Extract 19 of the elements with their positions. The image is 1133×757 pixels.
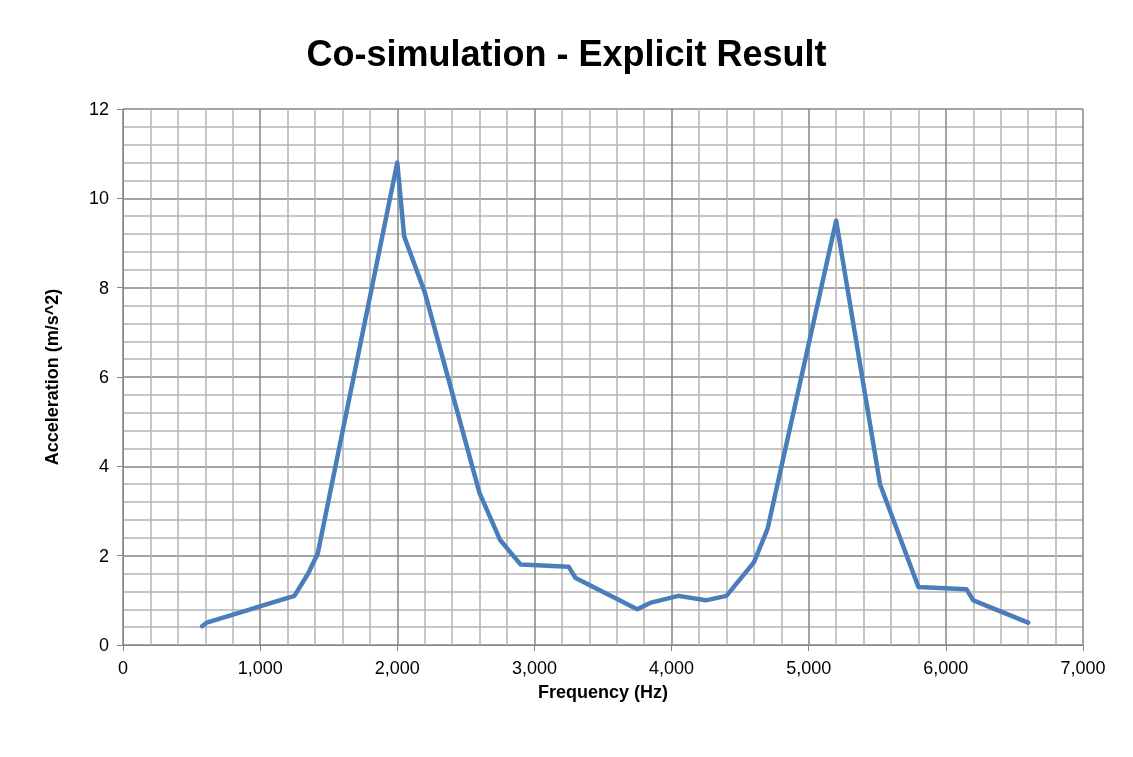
- x-tick-label: 7,000: [1060, 658, 1106, 678]
- y-axis-title: Acceleration (m/s^2): [42, 288, 62, 466]
- y-tick-label: 4: [98, 456, 109, 477]
- x-tick-label: 2,000: [374, 658, 420, 678]
- x-tick-label: 4,000: [649, 658, 695, 678]
- x-tick-label: 6,000: [923, 658, 969, 678]
- y-tick-label: 12: [88, 99, 109, 119]
- y-tick-label: 8: [98, 277, 109, 298]
- y-tick-label: 10: [88, 188, 109, 209]
- y-tick-label: 6: [98, 367, 109, 387]
- x-tick-label: 5,000: [786, 658, 832, 678]
- line-series: [199, 160, 1031, 629]
- x-tick-label: 0: [117, 658, 129, 678]
- y-tick-label: 2: [98, 545, 109, 566]
- x-tick-label: 1,000: [237, 658, 283, 678]
- x-tick-label: 3,000: [511, 658, 557, 678]
- y-tick-label: 0: [98, 635, 109, 655]
- chart-title: Co-simulation - Explicit Result: [306, 32, 827, 74]
- x-axis-title: Frequency (Hz): [537, 682, 669, 702]
